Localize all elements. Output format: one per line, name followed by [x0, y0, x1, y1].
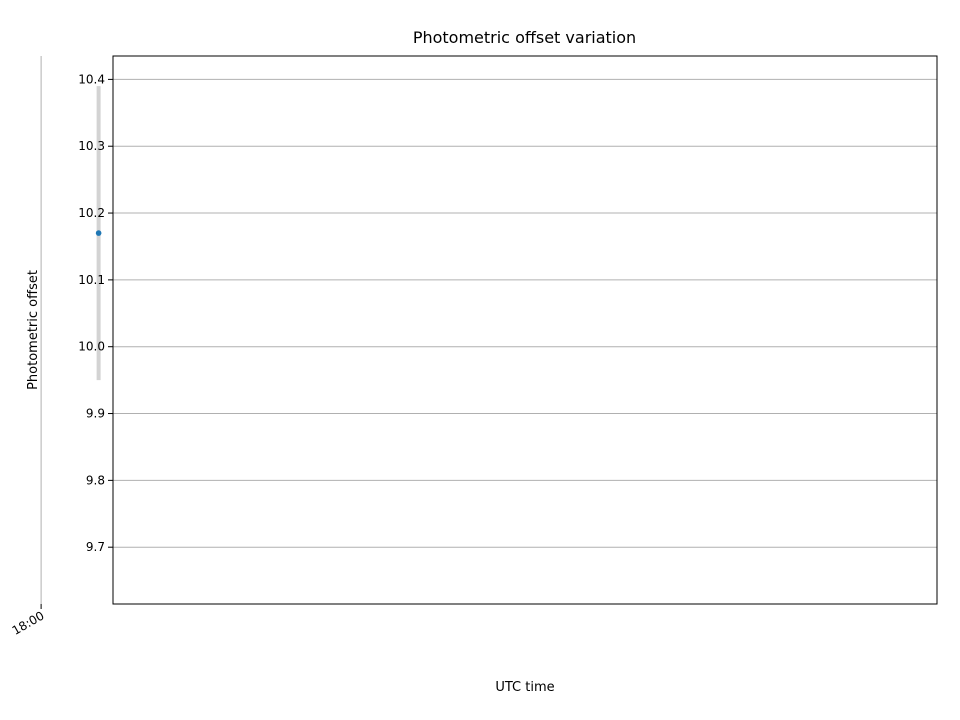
y-tick-label: 9.7: [86, 540, 105, 554]
y-tick-label: 9.9: [86, 407, 105, 421]
x-tick-label: 18:00: [10, 608, 47, 637]
x-axis-label: UTC time: [495, 680, 554, 695]
y-tick-label: 10.3: [78, 139, 105, 153]
data-points: [95, 230, 102, 236]
plot-frame: [112, 55, 938, 605]
chart-title: Photometric offset variation: [413, 28, 636, 47]
y-tick-label: 10.2: [78, 206, 105, 220]
y-axis-ticks: 9.7 9.8 9.9 10.0 10.1 10.2 10.3 10.4: [78, 72, 113, 554]
x-axis-ticks: 18:0020:0022:0000:0002:0004:00: [10, 604, 47, 638]
data-point: [95, 230, 102, 236]
y-tick-label: 10.0: [78, 340, 105, 354]
grid: [40, 56, 937, 604]
y-axis-label: Photometric offset: [26, 270, 41, 390]
y-tick-label: 10.4: [78, 72, 105, 86]
y-tick-label: 10.1: [78, 273, 105, 287]
y-tick-label: 9.8: [86, 473, 105, 487]
